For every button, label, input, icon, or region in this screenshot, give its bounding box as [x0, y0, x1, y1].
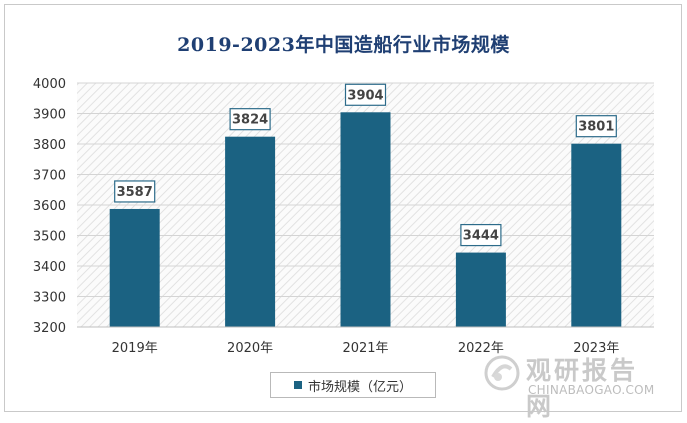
bar-2023年	[571, 143, 622, 327]
data-label-box	[229, 108, 271, 131]
data-label-box	[460, 223, 502, 247]
legend-label: 市场规模（亿元）	[307, 379, 412, 395]
watermark-url: CHINABAOGAO.COM	[528, 383, 655, 397]
data-label: 3801	[578, 120, 614, 135]
legend-swatch	[293, 381, 302, 389]
y-axis: 3200 3300 3400 3500 3600 3700 3800 3900 4000	[33, 77, 66, 336]
y-tick-label: 3800	[33, 138, 66, 153]
x-tick-label: 2021年	[342, 341, 388, 356]
bars	[109, 112, 622, 327]
y-tick-label: 4000	[33, 77, 66, 92]
x-tick-label: 2023年	[573, 341, 619, 356]
chart-title: 2019-2023年中国造船行业市场规模	[177, 34, 510, 56]
x-tick-label: 2019年	[112, 341, 158, 356]
legend: 市场规模（亿元）	[270, 372, 436, 398]
bar-2021年	[340, 112, 391, 327]
bar-2019年	[109, 208, 160, 327]
bar-2020年	[225, 136, 276, 327]
y-tick-label: 3400	[33, 260, 66, 275]
y-tick-label: 3900	[33, 108, 66, 123]
y-tick-label: 3500	[33, 230, 66, 245]
x-axis: 2019年 2020年 2021年 2022年 2023年	[77, 326, 654, 356]
y-tick-label: 3200	[33, 321, 66, 336]
x-tick-label: 2020年	[227, 341, 273, 356]
data-label: 3587	[117, 185, 153, 200]
watermark-name: 观研报告网	[526, 356, 639, 421]
watermark: 观研报告网 CHINABAOGAO.COM	[484, 353, 664, 421]
bar-2022年	[455, 252, 506, 327]
y-tick-label: 3300	[33, 291, 66, 306]
data-label-box	[114, 180, 156, 203]
data-label: 3824	[232, 113, 268, 128]
y-tick-label: 3700	[33, 169, 66, 184]
data-label-box	[344, 83, 387, 106]
watermark-logo-icon	[484, 355, 520, 391]
x-tick-label: 2022年	[458, 341, 504, 356]
data-label: 3904	[347, 88, 383, 103]
data-label: 3444	[463, 229, 499, 244]
y-tick-label: 3600	[33, 199, 66, 214]
data-label-box	[575, 115, 617, 138]
data-labels: 3587 3824 3904 3444 3801	[114, 83, 617, 247]
